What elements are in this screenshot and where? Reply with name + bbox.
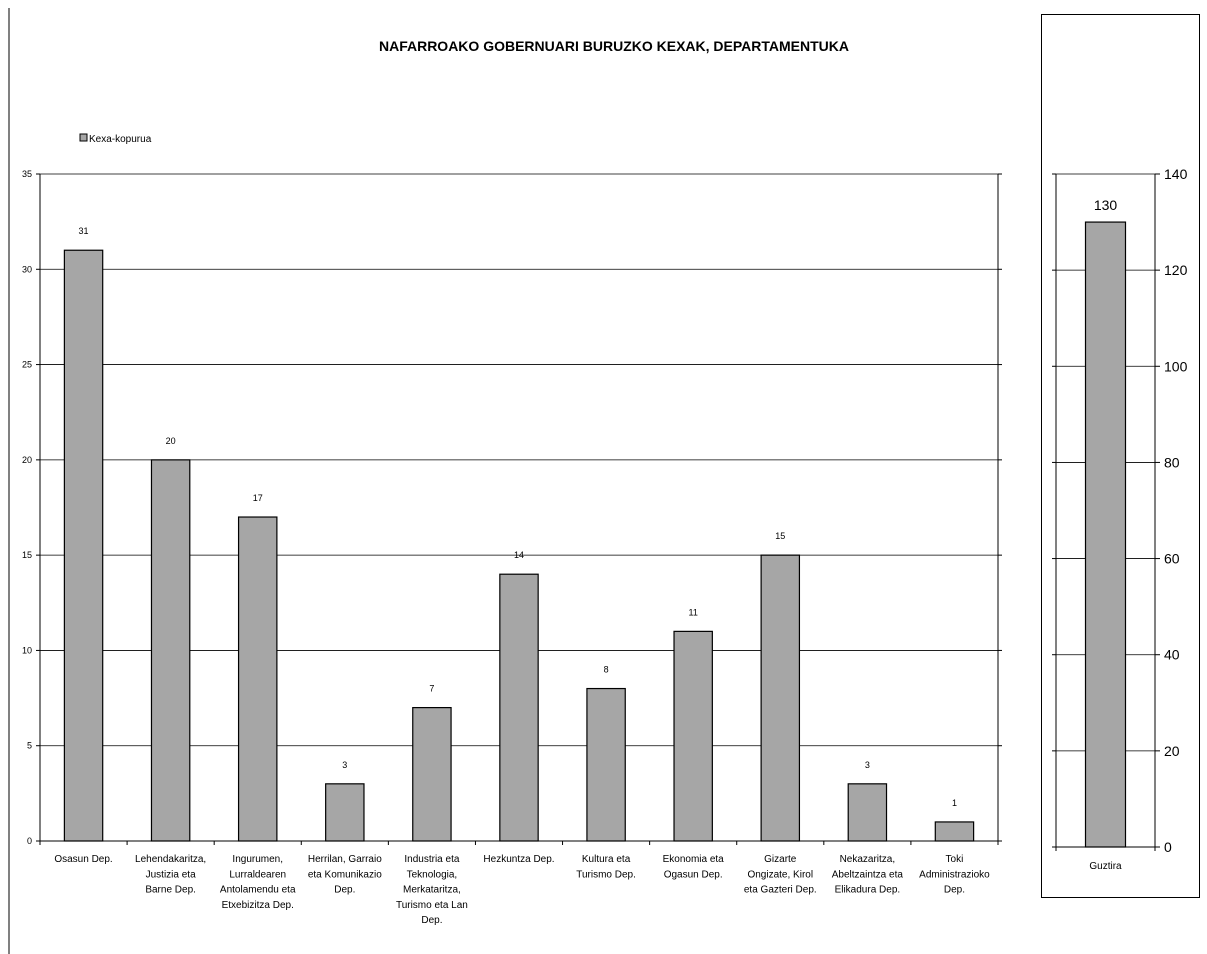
category-label: Ingurumen, Lurraldearen Antolamendu eta Etx… — [220, 854, 296, 911]
category-label-line: Merkataritza, — [403, 885, 461, 896]
category-label-line: Turismo eta Lan — [396, 900, 468, 911]
category-label-line: Abeltzaintza eta — [832, 869, 904, 880]
total-data-labels: 130 — [1094, 197, 1118, 213]
category-label: Lehendakaritza, Justizia eta Barne Dep. — [135, 854, 206, 896]
total-y-tick-label: 140 — [1164, 166, 1188, 182]
category-label: Hezkuntza Dep. — [483, 854, 554, 865]
data-label: 31 — [79, 226, 89, 236]
data-label: 15 — [775, 531, 785, 541]
category-label-line: Dep. — [334, 885, 355, 896]
data-label: 8 — [604, 665, 609, 675]
main-y-tick-label: 25 — [22, 360, 32, 370]
data-label: 20 — [166, 436, 176, 446]
total-y-tick-label: 80 — [1164, 454, 1180, 470]
main-bars — [63, 249, 975, 842]
data-label: 3 — [865, 760, 870, 770]
category-label: Toki Administrazioko Dep. — [919, 854, 990, 896]
total-category-labels: Guztira — [1089, 861, 1122, 872]
total-y-tick-label: 20 — [1164, 743, 1180, 759]
data-label: 17 — [253, 493, 263, 503]
category-label: Gizarte Ongizate, Kirol eta Gazteri Dep. — [744, 854, 817, 896]
category-label: Osasun Dep. — [54, 854, 112, 865]
category-label-line: Dep. — [944, 885, 965, 896]
category-label: Kultura eta Turismo Dep. — [576, 854, 636, 880]
bar — [499, 573, 539, 842]
bar — [325, 783, 365, 842]
category-label-line: Etxebizitza Dep. — [222, 900, 294, 911]
category-label-line: Toki — [946, 854, 964, 865]
category-label-line: Administrazioko — [919, 869, 990, 880]
main-y-tick-label: 30 — [22, 264, 32, 274]
category-label: Industria eta Teknologia, Merkataritza, Tur… — [396, 854, 468, 926]
bar — [586, 687, 626, 842]
total-y-tick-label: 120 — [1164, 262, 1188, 278]
chart-title: NAFARROAKO GOBERNUARI BURUZKO KEXAK, DEP… — [379, 38, 849, 54]
category-label-line: eta Gazteri Dep. — [744, 885, 817, 896]
category-label: Ekonomia eta Ogasun Dep. — [663, 854, 725, 880]
category-label-line: Turismo Dep. — [576, 869, 636, 880]
total-y-axis-ticks: 0 20 40 60 80 100 120 140 — [1052, 166, 1188, 855]
category-label-line: eta Komunikazio — [308, 869, 382, 880]
main-y-tick-label: 0 — [27, 836, 32, 846]
total-data-label: 130 — [1094, 197, 1118, 213]
category-label-line: Nekazaritza, — [840, 854, 896, 865]
category-label-line: Ongizate, Kirol — [747, 869, 813, 880]
category-label-line: Teknologia, — [407, 869, 458, 880]
main-y-tick-label: 20 — [22, 455, 32, 465]
category-label-line: Osasun Dep. — [54, 854, 112, 865]
category-label-line: Elikadura Dep. — [835, 885, 901, 896]
total-bars — [1084, 221, 1127, 848]
main-y-tick-label: 35 — [22, 169, 32, 179]
main-gridlines — [40, 173, 998, 747]
main-category-labels: Osasun Dep. Lehendakaritza, Justizia eta Ba… — [54, 854, 990, 926]
bar — [847, 783, 888, 842]
bar — [412, 706, 452, 842]
total-y-tick-label: 0 — [1164, 839, 1172, 855]
main-y-tick-label: 15 — [22, 550, 32, 560]
category-label-line: Kultura eta — [582, 854, 631, 865]
category-label-line: Ingurumen, — [232, 854, 283, 865]
bar — [237, 516, 278, 842]
category-label-line: Dep. — [421, 915, 442, 926]
total-y-tick-label: 100 — [1164, 358, 1188, 374]
data-label: 3 — [342, 760, 347, 770]
bar — [63, 249, 104, 842]
legend-swatch — [79, 133, 88, 142]
category-label-line: Justizia eta — [146, 869, 196, 880]
category-label-line: Ekonomia eta — [663, 854, 725, 865]
category-label: Nekazaritza, Abeltzaintza eta Elikadura De… — [832, 854, 904, 896]
main-y-tick-label: 10 — [22, 645, 32, 655]
category-label-line: Industria eta — [404, 854, 459, 865]
data-label: 7 — [429, 684, 434, 694]
bar — [760, 554, 801, 842]
category-label-line: Lurraldearen — [229, 869, 286, 880]
category-label-line: Barne Dep. — [145, 885, 196, 896]
category-label-line: Hezkuntza Dep. — [483, 854, 554, 865]
data-label: 14 — [514, 550, 524, 560]
bar — [934, 821, 975, 842]
main-y-tick-label: 5 — [27, 741, 32, 751]
category-label-line: Herrilan, Garraio — [308, 854, 382, 865]
category-label-line: Ogasun Dep. — [664, 869, 723, 880]
legend-label: Kexa-kopurua — [89, 134, 152, 145]
total-chart-frame — [1041, 14, 1200, 898]
total-y-tick-label: 60 — [1164, 551, 1180, 567]
bar — [150, 459, 191, 842]
bar — [673, 630, 713, 842]
data-label: 1 — [952, 798, 957, 808]
main-y-axis-ticks: 0 5 10 15 20 25 30 35 — [22, 169, 1002, 846]
data-label: 11 — [689, 607, 698, 617]
total-y-tick-label: 40 — [1164, 647, 1180, 663]
category-label-line: Antolamendu eta — [220, 885, 296, 896]
category-label-line: Gizarte — [764, 854, 797, 865]
total-bar — [1084, 221, 1127, 848]
legend: Kexa-kopurua — [79, 133, 152, 145]
category-label: Herrilan, Garraio eta Komunikazio Dep. — [308, 854, 382, 896]
total-category-label: Guztira — [1089, 861, 1122, 872]
category-label-line: Lehendakaritza, — [135, 854, 206, 865]
